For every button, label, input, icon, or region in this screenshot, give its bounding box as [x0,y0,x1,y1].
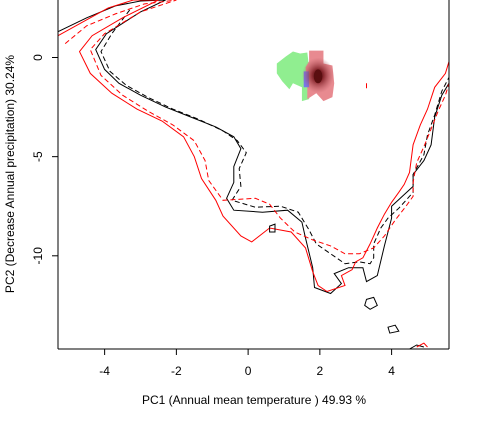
x-tick-label: 2 [317,364,324,378]
y-tick-label: -10 [31,247,45,265]
y-axis-title: PC2 (Decrease Annual precipitation) 30.2… [3,55,17,293]
x-tick-label: -4 [99,364,110,378]
contour-island-1 [364,296,378,310]
contour-lines [58,0,449,349]
y-tick-label: 0 [31,54,45,61]
x-tick-label: -2 [171,364,182,378]
density-heatmap [276,50,335,102]
y-tick-label: -5 [31,151,45,162]
contour-red-solid-2 [58,0,449,293]
contour-island-2 [387,324,400,334]
contour-island-3 [409,344,425,349]
contour-island-5 [416,342,428,348]
x-axis-title: PC1 (Annual mean temperature ) 49.93 % [142,393,366,407]
y-axis: 0 -5 -10 [31,54,58,265]
contour-island-0 [269,223,276,233]
x-axis: -4 -2 0 2 4 [99,349,395,378]
contour-black-solid-0 [58,0,449,295]
x-tick-label: 4 [388,364,395,378]
density-patch-green [276,51,311,102]
x-tick-label: 0 [245,364,252,378]
density-peak [313,69,323,84]
contour-red-dashed-3 [64,0,449,255]
plot-frame [57,0,450,350]
